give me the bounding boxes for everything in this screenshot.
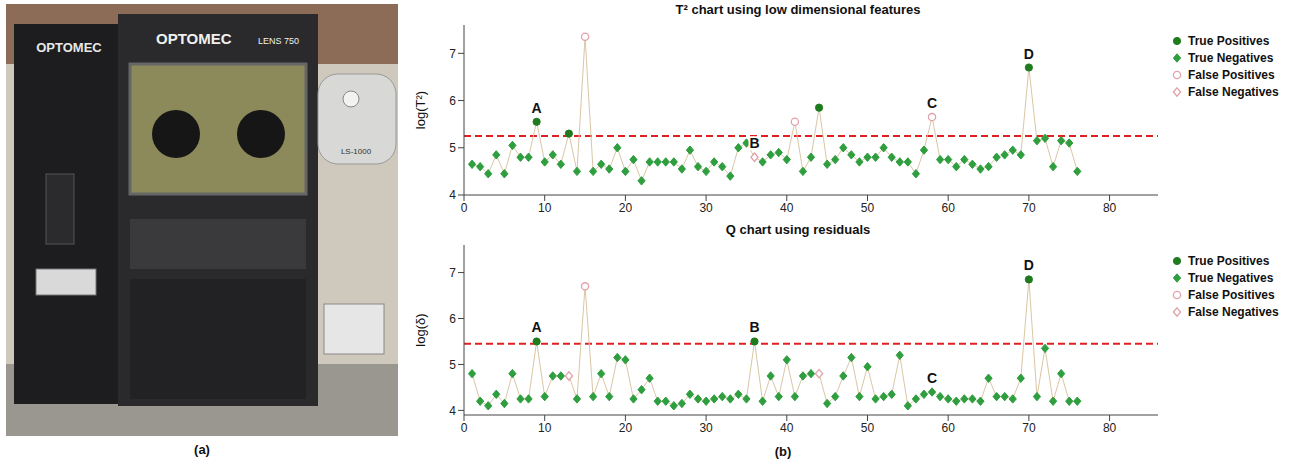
svg-text:OPTOMEC: OPTOMEC	[36, 40, 102, 55]
svg-text:40: 40	[780, 201, 794, 215]
svg-text:B: B	[749, 135, 759, 151]
html-text:Q chart using residuals: Q chart using residuals	[725, 222, 871, 237]
svg-text:B: B	[749, 319, 759, 335]
svg-text:60: 60	[942, 201, 956, 215]
html-text:False Negatives: False Negatives	[1188, 84, 1279, 99]
svg-text:log(T²): log(T²)	[413, 91, 428, 129]
svg-text:4: 4	[449, 188, 456, 202]
html-text:True Positives: True Positives	[1188, 253, 1270, 268]
svg-text:70: 70	[1022, 421, 1036, 435]
svg-text:C: C	[927, 95, 937, 111]
html-text:(a): (a)	[194, 442, 210, 457]
svg-text:80: 80	[1103, 421, 1117, 435]
svg-text:70: 70	[1022, 201, 1036, 215]
svg-text:LENS 750: LENS 750	[258, 36, 299, 46]
svg-text:OPTOMEC: OPTOMEC	[156, 30, 232, 47]
html-text:True Negatives: True Negatives	[1188, 50, 1274, 65]
svg-text:60: 60	[942, 421, 956, 435]
svg-text:D: D	[1024, 257, 1034, 273]
svg-text:20: 20	[619, 201, 633, 215]
html-text:False Negatives: False Negatives	[1188, 304, 1279, 319]
svg-text:10: 10	[538, 201, 552, 215]
svg-text:40: 40	[780, 421, 794, 435]
svg-text:A: A	[532, 100, 542, 116]
html-text:False Positives: False Positives	[1188, 67, 1275, 82]
svg-text:80: 80	[1103, 201, 1117, 215]
svg-text:6: 6	[449, 312, 456, 326]
svg-text:50: 50	[861, 421, 875, 435]
svg-text:4: 4	[449, 404, 456, 418]
svg-text:30: 30	[699, 201, 713, 215]
svg-text:5: 5	[449, 141, 456, 155]
svg-text:20: 20	[619, 421, 633, 435]
html-text:True Negatives: True Negatives	[1188, 270, 1274, 285]
svg-text:7: 7	[449, 47, 456, 61]
html-text:(b): (b)	[774, 444, 792, 459]
svg-text:0: 0	[461, 201, 468, 215]
svg-text:7: 7	[449, 266, 456, 280]
svg-text:C: C	[927, 370, 937, 386]
svg-text:D: D	[1024, 46, 1034, 62]
svg-text:10: 10	[538, 421, 552, 435]
html-text:True Positives: True Positives	[1188, 33, 1270, 48]
svg-text:5: 5	[449, 358, 456, 372]
svg-text:A: A	[532, 319, 542, 335]
svg-text:50: 50	[861, 201, 875, 215]
svg-text:6: 6	[449, 94, 456, 108]
html-text:False Positives: False Positives	[1188, 287, 1275, 302]
svg-text:LS-1000: LS-1000	[341, 147, 372, 156]
html-text:T² chart using low dimensional: T² chart using low dimensional features	[675, 2, 921, 17]
svg-text:30: 30	[699, 421, 713, 435]
svg-text:0: 0	[461, 421, 468, 435]
svg-text:log(δ): log(δ)	[413, 313, 428, 346]
